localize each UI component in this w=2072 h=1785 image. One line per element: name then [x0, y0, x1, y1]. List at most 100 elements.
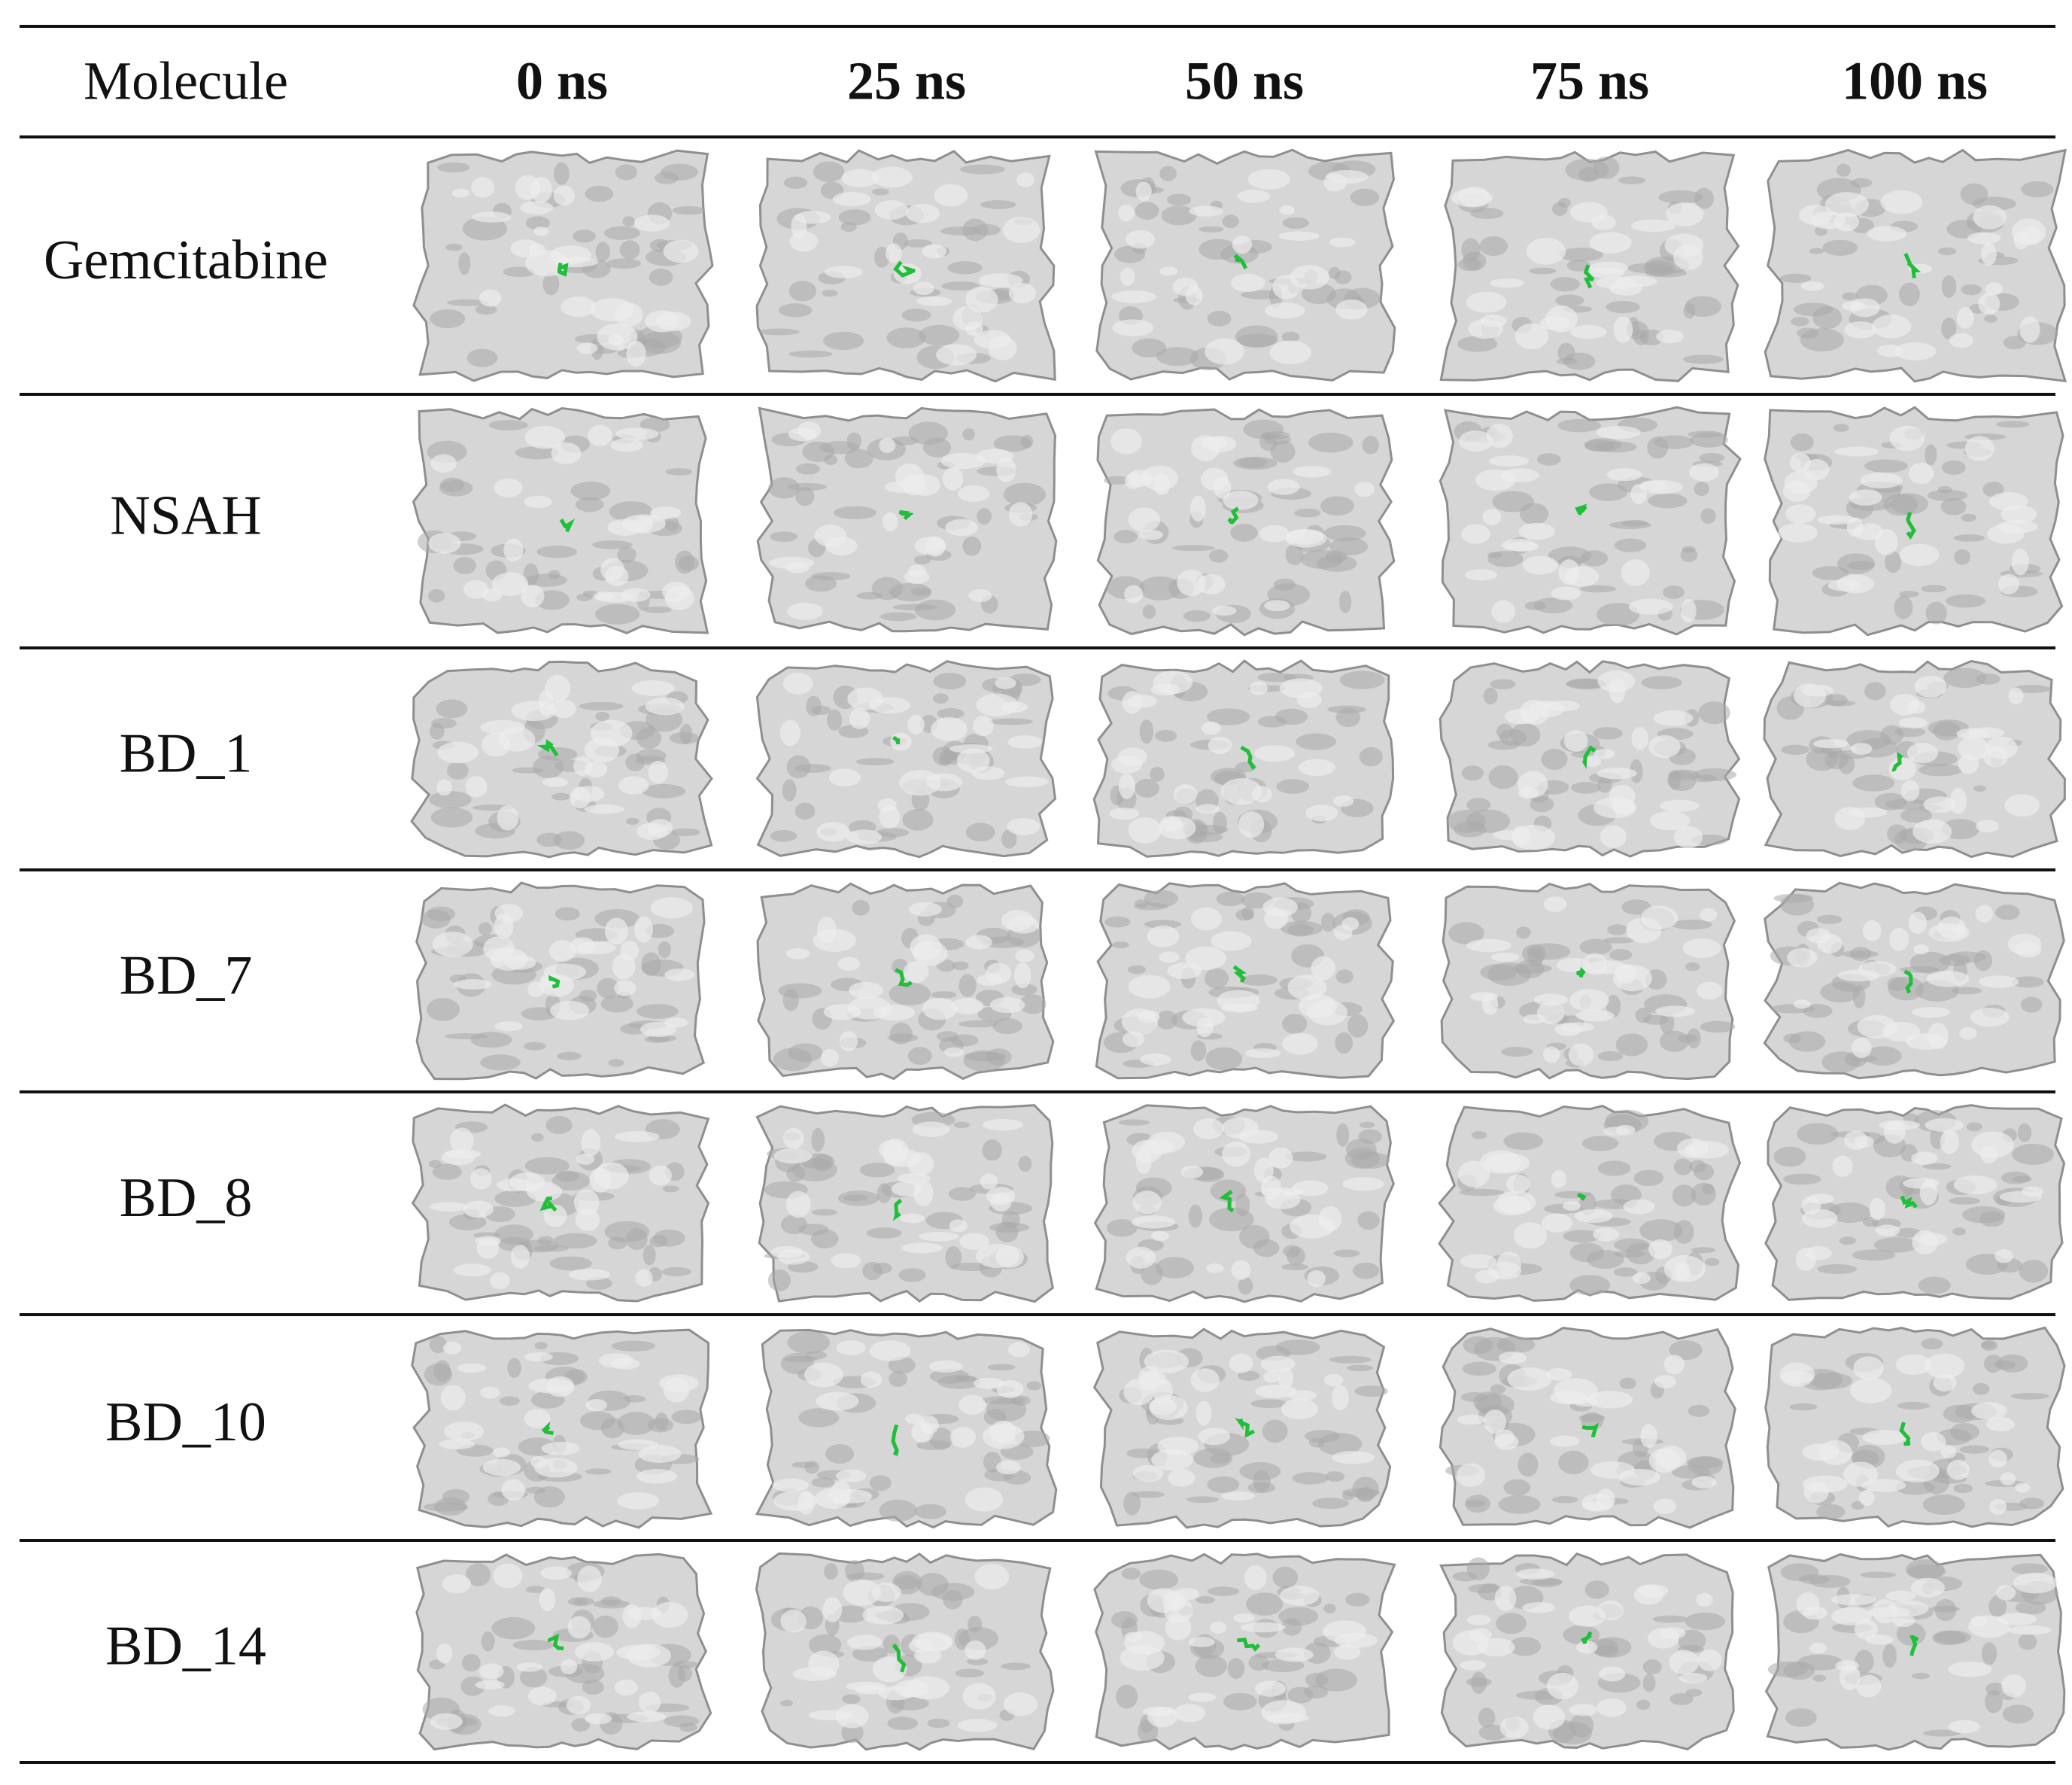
surface-groove: [1261, 1659, 1305, 1672]
surface-highlight: [945, 518, 978, 537]
surface-groove: [1988, 1595, 2007, 1618]
surface-highlight: [1494, 1434, 1519, 1450]
surface-groove: [1496, 723, 1513, 740]
surface-highlight: [1862, 920, 1882, 941]
surface-highlight: [965, 1640, 986, 1660]
surface-groove: [1842, 292, 1858, 301]
surface-highlight: [527, 1686, 557, 1706]
molecule-label: BD_10: [105, 1391, 266, 1453]
surface-groove: [1308, 432, 1353, 453]
surface-groove: [1852, 774, 1895, 792]
surface-groove: [1195, 1655, 1228, 1677]
surface-highlight: [590, 298, 634, 322]
surface-highlight: [664, 968, 695, 981]
surface-highlight: [1978, 975, 2019, 988]
surface-groove: [1003, 482, 1047, 506]
surface-groove: [479, 922, 492, 935]
surface-highlight: [618, 776, 649, 795]
surface-groove: [1961, 513, 1976, 522]
surface-groove: [679, 1723, 697, 1732]
surface-highlight: [1159, 951, 1180, 963]
surface-groove: [592, 1615, 618, 1638]
surface-groove: [1578, 166, 1599, 182]
surface-groove: [2015, 1601, 2046, 1615]
surface-highlight: [1480, 1150, 1521, 1174]
surface-highlight: [972, 716, 994, 737]
surface-groove: [1783, 1033, 1801, 1044]
surface-groove: [1243, 419, 1284, 439]
surface-highlight: [636, 1469, 677, 1484]
surface-highlight: [1124, 473, 1142, 489]
surface-highlight: [889, 732, 912, 751]
surface-highlight: [1551, 586, 1581, 601]
surface-highlight: [1173, 784, 1198, 804]
surface-groove: [1960, 183, 1988, 205]
surface-groove: [465, 1563, 491, 1586]
surface-groove: [617, 546, 636, 563]
surface-highlight: [1533, 1704, 1566, 1730]
surface-highlight: [1844, 1130, 1868, 1151]
surface-highlight: [1995, 1248, 2013, 1263]
surface-groove: [585, 185, 614, 202]
surface-groove: [672, 205, 706, 215]
surface-groove: [869, 1475, 892, 1492]
surface-highlight: [1856, 1674, 1882, 1698]
surface-groove: [1139, 719, 1154, 744]
surface-groove: [1205, 1047, 1243, 1071]
surface-highlight: [908, 1638, 933, 1653]
surface-groove: [1639, 1219, 1683, 1242]
surface-groove: [458, 252, 471, 275]
surface-highlight: [1640, 1424, 1657, 1448]
surface-highlight: [1545, 1368, 1572, 1381]
surface-highlight: [1480, 315, 1507, 327]
surface-highlight: [1190, 907, 1222, 931]
ligand: [548, 1633, 564, 1650]
surface-highlight: [2013, 1572, 2058, 1594]
surface-highlight: [988, 336, 1017, 360]
surface-groove: [1976, 673, 2001, 685]
surface-groove: [575, 497, 604, 512]
surface-highlight: [1488, 455, 1530, 467]
surface-groove: [1894, 595, 1913, 619]
surface-groove: [941, 281, 980, 291]
surface-highlight: [846, 829, 883, 845]
surface-groove: [1864, 459, 1908, 473]
surface-highlight: [480, 1386, 500, 1399]
surface-highlight: [1132, 1191, 1162, 1215]
surface-highlight: [1809, 1642, 1827, 1654]
surface-groove: [795, 487, 815, 506]
surface-groove: [1118, 1119, 1150, 1126]
surface-highlight: [956, 748, 990, 774]
surface-highlight: [1982, 746, 2008, 768]
surface-groove: [1671, 920, 1712, 930]
surface-groove: [1305, 1672, 1329, 1687]
surface-highlight: [1998, 1613, 2037, 1625]
surface-highlight: [1597, 670, 1636, 692]
surface-highlight: [1900, 780, 1920, 801]
surface-highlight: [581, 1129, 601, 1157]
surface-groove: [1852, 1249, 1896, 1261]
surface-groove: [494, 1190, 536, 1207]
protein-surface-image: [1763, 881, 2065, 1080]
surface-highlight: [1263, 1370, 1280, 1383]
surface-highlight: [1958, 736, 1989, 761]
surface-groove: [573, 230, 596, 243]
surface-groove: [1123, 1492, 1141, 1516]
surface-groove: [1925, 601, 1947, 625]
surface-highlight: [1174, 1588, 1200, 1601]
surface-groove: [838, 209, 871, 226]
surface-groove: [1026, 1381, 1042, 1391]
surface-groove: [1488, 765, 1518, 789]
surface-highlight: [1305, 804, 1338, 822]
surface-highlight: [968, 588, 992, 603]
surface-highlight: [1287, 975, 1327, 1000]
surface-highlight: [1975, 905, 1994, 923]
surface-groove: [1161, 205, 1197, 226]
surface-highlight: [1267, 479, 1300, 495]
surface-groove: [1700, 1020, 1736, 1033]
surface-groove: [1239, 974, 1278, 986]
column-header: 75 ns: [1530, 51, 1649, 111]
surface-groove: [1317, 1432, 1363, 1455]
surface-highlight: [1912, 1230, 1939, 1254]
surface-highlight: [1987, 524, 2025, 544]
